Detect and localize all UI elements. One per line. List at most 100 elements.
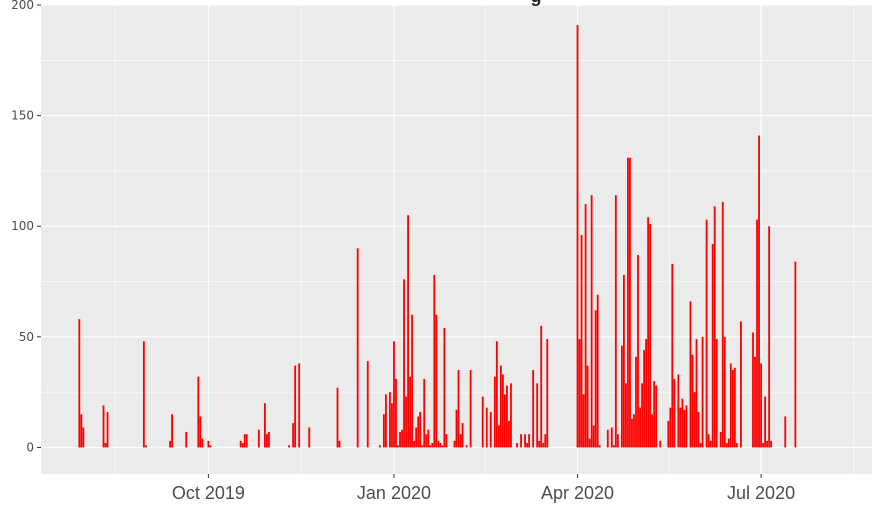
bar xyxy=(524,434,526,448)
bar xyxy=(635,356,637,448)
bar xyxy=(627,157,629,448)
bar xyxy=(102,405,105,448)
bar xyxy=(784,416,787,448)
y-axis: 0 50 100 150 200 xyxy=(11,0,41,454)
bar xyxy=(413,440,416,448)
bar xyxy=(144,445,147,448)
bar xyxy=(580,235,583,448)
bar xyxy=(731,370,734,448)
y-tick-label: 50 xyxy=(19,330,34,344)
bar xyxy=(614,195,617,448)
bar xyxy=(629,157,631,448)
bar xyxy=(592,425,595,448)
bar xyxy=(504,394,506,448)
bar xyxy=(489,412,492,448)
bar xyxy=(453,440,456,448)
bar xyxy=(794,261,797,448)
bar xyxy=(719,431,722,448)
bar xyxy=(298,363,301,448)
bar xyxy=(415,427,418,448)
bar xyxy=(391,403,393,448)
bar xyxy=(257,429,260,448)
bar xyxy=(495,341,498,448)
bar xyxy=(288,445,290,448)
bar xyxy=(389,392,391,448)
bar xyxy=(723,336,726,448)
bar xyxy=(423,378,426,448)
bar xyxy=(465,445,468,448)
bar xyxy=(659,440,662,448)
bar xyxy=(633,414,635,448)
bar xyxy=(770,440,773,448)
bar xyxy=(243,434,246,448)
bar xyxy=(701,336,704,448)
bar xyxy=(620,345,623,448)
bar xyxy=(544,434,547,448)
bar xyxy=(610,427,613,448)
bar xyxy=(78,319,81,448)
bar xyxy=(653,381,656,448)
grid-minor xyxy=(41,5,872,474)
bar xyxy=(645,339,648,448)
y-tick-label: 200 xyxy=(11,0,34,12)
bar xyxy=(419,412,422,448)
bar xyxy=(263,403,266,448)
bar xyxy=(598,445,601,448)
bar xyxy=(693,392,696,448)
bar xyxy=(104,443,107,448)
bar xyxy=(435,314,438,448)
bar xyxy=(421,445,424,448)
bar xyxy=(294,365,297,448)
bar xyxy=(764,396,767,448)
bar xyxy=(441,445,444,448)
bar xyxy=(481,396,484,448)
bar xyxy=(409,376,412,448)
bar xyxy=(578,339,581,448)
bar xyxy=(516,443,518,448)
bar xyxy=(417,416,420,448)
bar xyxy=(209,445,212,448)
bar xyxy=(760,363,762,448)
bar xyxy=(713,206,716,448)
bar xyxy=(679,407,682,448)
bar xyxy=(683,409,686,448)
bar xyxy=(758,135,760,448)
bar xyxy=(336,387,339,448)
bar xyxy=(673,378,676,448)
bar xyxy=(169,440,171,448)
bar xyxy=(457,370,460,448)
bar xyxy=(461,423,464,448)
bar xyxy=(639,407,641,448)
bar xyxy=(82,427,85,448)
bar xyxy=(443,327,446,448)
bar xyxy=(705,219,708,448)
bar xyxy=(647,217,650,448)
bar xyxy=(752,332,754,448)
bar xyxy=(185,431,188,448)
bar xyxy=(643,350,645,448)
bar xyxy=(588,438,591,448)
bar xyxy=(439,443,442,448)
bar xyxy=(520,434,522,448)
bar xyxy=(536,383,539,448)
bar xyxy=(689,301,692,448)
bar xyxy=(405,396,407,448)
plot-panel xyxy=(41,5,872,474)
bar xyxy=(366,361,369,448)
bar xyxy=(485,407,488,448)
bar xyxy=(526,443,529,448)
bar xyxy=(245,434,248,448)
bar xyxy=(455,409,458,448)
bar xyxy=(669,407,672,448)
bar xyxy=(308,427,311,448)
bar xyxy=(338,440,341,448)
bar xyxy=(207,440,210,448)
y-tick-label: 150 xyxy=(11,109,34,123)
bar xyxy=(715,339,718,448)
bar xyxy=(425,434,428,448)
bar xyxy=(586,365,589,448)
bar xyxy=(671,263,674,448)
bar xyxy=(733,367,736,448)
